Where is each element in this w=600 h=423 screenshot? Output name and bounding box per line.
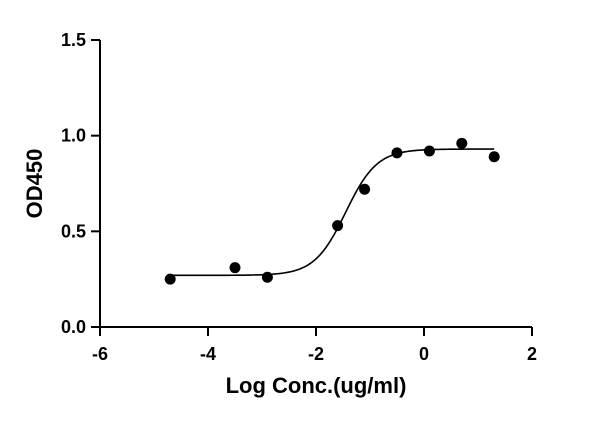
x-tick-label: -2 <box>308 344 324 364</box>
data-points <box>164 137 500 285</box>
x-tick-label: 2 <box>527 344 537 364</box>
x-tick-label: -6 <box>92 344 108 364</box>
y-tick-label: 1.0 <box>61 126 86 146</box>
y-tick-label: 1.5 <box>61 30 86 50</box>
fit-curve <box>170 148 495 277</box>
data-point <box>359 183 371 195</box>
x-tick-label: -4 <box>200 344 216 364</box>
x-ticks: -6 -4 -2 0 2 <box>92 327 537 364</box>
x-axis-title: Log Conc.(ug/ml) <box>226 373 407 398</box>
data-point <box>164 273 176 285</box>
data-point <box>261 271 273 283</box>
data-point <box>391 147 403 159</box>
data-point <box>488 151 500 163</box>
x-tick-label: 0 <box>419 344 429 364</box>
y-ticks: 0.0 0.5 1.0 1.5 <box>61 30 100 337</box>
data-point <box>229 262 241 274</box>
y-tick-label: 0.5 <box>61 221 86 241</box>
y-axis-title: OD450 <box>22 149 47 219</box>
data-point <box>332 220 344 232</box>
axes <box>99 40 532 328</box>
y-tick-label: 0.0 <box>61 317 86 337</box>
data-point <box>456 137 468 149</box>
data-point <box>423 145 435 157</box>
